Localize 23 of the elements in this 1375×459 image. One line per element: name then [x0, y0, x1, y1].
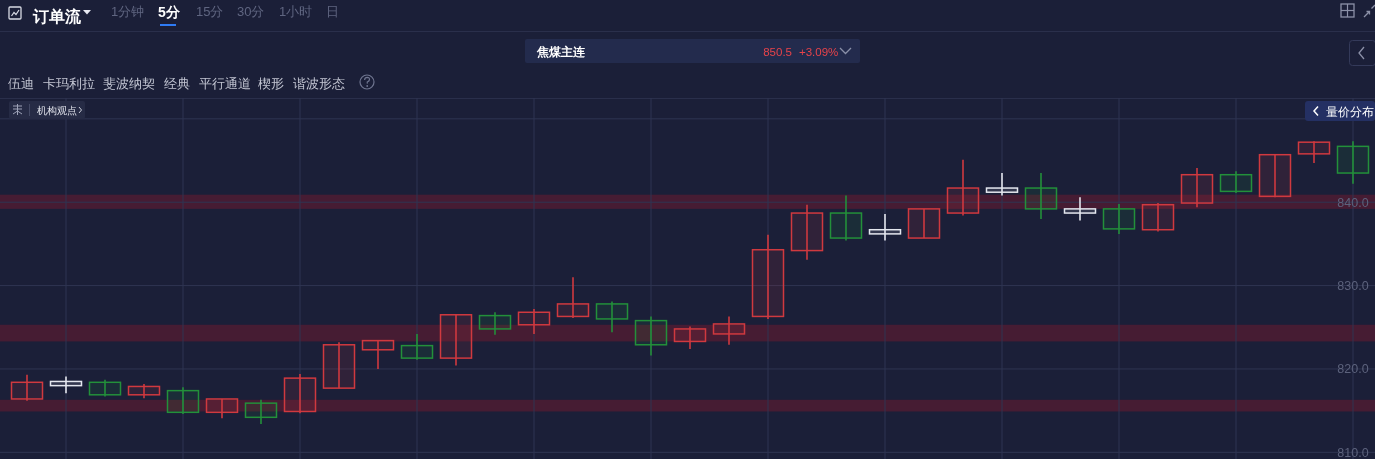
annotation: 斐波纳契 — [103, 76, 155, 91]
y-tick-label: 820.0 — [1337, 362, 1369, 377]
annotation: 卡玛利拉 — [43, 76, 95, 91]
annotation: 15分 — [196, 4, 224, 19]
annotation: 5分 — [158, 4, 180, 20]
annotation: 伍迪 — [8, 76, 34, 91]
annotation: 谐波形态 — [293, 76, 345, 91]
annotation: 850.5 — [763, 46, 792, 58]
annotation: 1分钟 — [111, 4, 145, 19]
annotation: 楔形 — [258, 76, 284, 91]
annotation: 平行通道 — [199, 76, 251, 91]
annotation: 量价分布 — [1326, 105, 1374, 119]
annotation: 机构观点 — [37, 105, 77, 116]
annotation: 1小时 — [279, 4, 313, 19]
y-tick-label: 840.0 — [1337, 195, 1369, 210]
annotation: 30分 — [237, 4, 265, 19]
annotation: 日 — [326, 4, 339, 19]
annotation: +3.09% — [799, 46, 839, 58]
y-tick-label: 830.0 — [1337, 279, 1369, 294]
chart-title: 焦煤主连 — [536, 45, 586, 59]
y-tick-label: 810.0 — [1337, 445, 1369, 459]
annotation: 经典 — [164, 76, 190, 91]
annotation: 订单流 — [33, 8, 81, 25]
